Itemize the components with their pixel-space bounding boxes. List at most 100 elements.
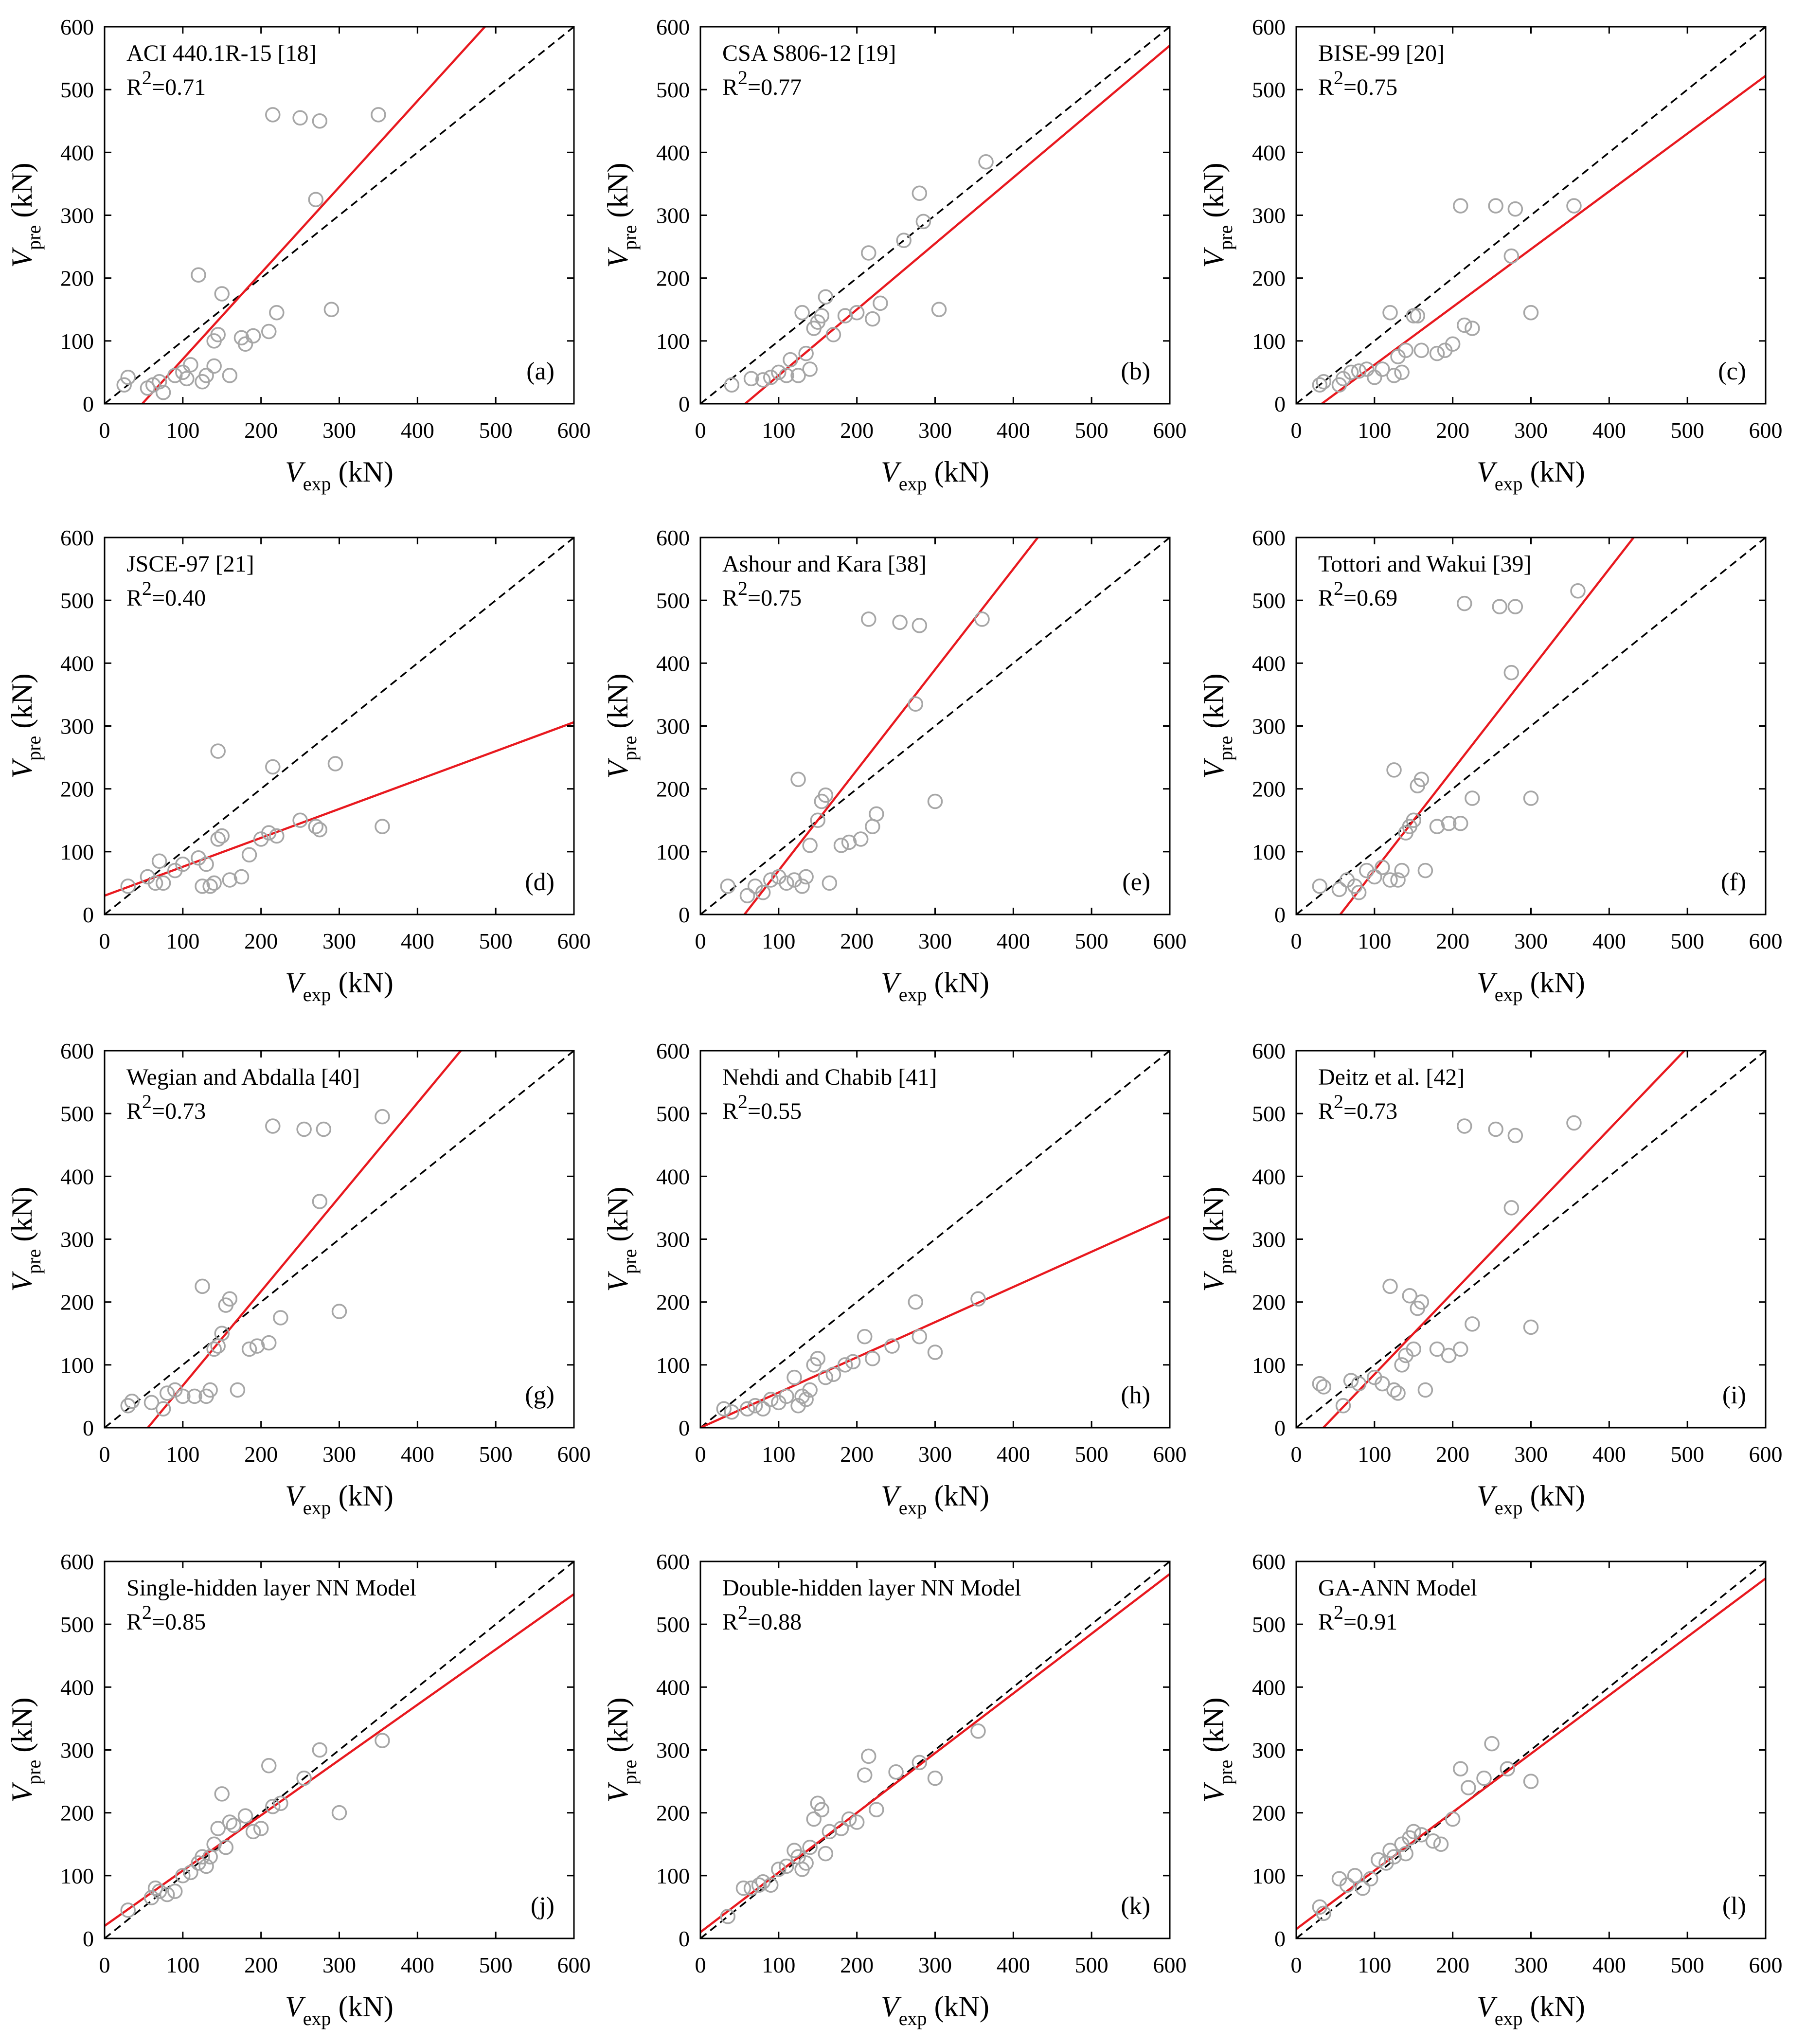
data-point [1445, 336, 1461, 352]
y-tick-label: 500 [656, 77, 690, 102]
x-tick-label: 0 [99, 1953, 110, 1977]
data-point [861, 245, 876, 261]
y-tick-label: 600 [60, 1039, 94, 1063]
y-axis-unit: (kN) [602, 1186, 634, 1249]
data-point [308, 192, 323, 207]
data-point [802, 1839, 818, 1855]
x-tick-label: 0 [99, 1442, 110, 1467]
y-axis-subscript: pre [1215, 225, 1236, 250]
chart-title: Single-hidden layer NN Model [126, 1575, 416, 1601]
x-tick-label: 0 [1291, 1442, 1302, 1467]
y-tick-label: 500 [60, 77, 94, 102]
x-axis-label: Vexp (kN) [881, 1480, 989, 1519]
x-axis-label: Vexp (kN) [1477, 1480, 1585, 1519]
y-tick-label: 600 [656, 1549, 690, 1574]
data-point [1523, 305, 1539, 321]
x-axis-unit: (kN) [1523, 1480, 1585, 1512]
y-tick-label: 100 [1252, 1353, 1286, 1378]
data-point [1375, 361, 1390, 377]
data-point [927, 793, 943, 809]
data-point [269, 828, 285, 844]
x-axis-variable: V [881, 1480, 902, 1512]
y-tick-label: 0 [679, 1416, 690, 1440]
data-point [198, 368, 214, 383]
chart-panel-k: 0 100 200 300 400 500 600 0 100 200 300 400 500 600 Do… [602, 1549, 1187, 2029]
data-point [312, 1742, 328, 1758]
data-point [853, 831, 869, 847]
x-tick-label: 300 [1514, 418, 1548, 443]
y-axis-variable: V [602, 758, 634, 779]
x-tick-label: 400 [1592, 418, 1626, 443]
data-point [261, 1758, 277, 1774]
r-squared-superscript: 2 [142, 1601, 152, 1623]
data-point [716, 1401, 732, 1416]
data-point [814, 1802, 830, 1817]
data-point [331, 1304, 347, 1319]
y-tick-label: 100 [60, 1353, 94, 1378]
data-point [1351, 1376, 1367, 1392]
data-point [237, 336, 253, 352]
y-tick-label: 500 [656, 588, 690, 613]
chart-panel-e: 0 100 200 300 400 500 600 0 100 200 300 400 500 600 As… [602, 525, 1187, 1005]
r-squared-symbol: R [1318, 1098, 1334, 1124]
data-point [1413, 342, 1430, 358]
data-point [1406, 308, 1421, 323]
data-point [771, 364, 787, 380]
x-tick-label: 100 [166, 418, 199, 443]
data-point [1570, 583, 1586, 599]
data-point [779, 875, 794, 891]
y-axis-subscript: pre [1215, 1249, 1236, 1274]
data-point [1413, 771, 1430, 788]
x-tick-label: 300 [322, 418, 356, 443]
y-tick-label: 400 [60, 1675, 94, 1700]
x-tick-label: 200 [840, 929, 874, 953]
data-point [195, 1849, 210, 1865]
data-point [261, 323, 277, 340]
y-axis-variable: V [1198, 1782, 1230, 1803]
y-tick-label: 0 [679, 1926, 690, 1951]
y-tick-label: 200 [60, 777, 94, 802]
data-point [1406, 1824, 1421, 1840]
r-squared-label: R2=0.75 [722, 577, 802, 611]
r-squared-value: =0.55 [748, 1098, 802, 1124]
data-point [810, 812, 825, 828]
r-squared-superscript: 2 [1334, 1601, 1343, 1623]
r-squared-superscript: 2 [142, 1091, 152, 1112]
chart-panel-b: 0 100 200 300 400 500 600 0 100 200 300 400 500 600 CS… [602, 15, 1187, 495]
r-squared-symbol: R [126, 1609, 142, 1635]
y-tick-label: 500 [60, 1101, 94, 1126]
y-axis-unit: (kN) [1198, 673, 1230, 735]
y-axis-subscript: pre [619, 1249, 641, 1274]
data-point [195, 1278, 210, 1294]
y-tick-label: 0 [83, 392, 94, 416]
data-point [1398, 1846, 1413, 1862]
r-squared-superscript: 2 [1334, 67, 1343, 89]
data-point [1465, 790, 1480, 806]
data-point [237, 1808, 253, 1824]
data-point [790, 368, 806, 383]
y-tick-label: 100 [656, 1864, 690, 1888]
y-tick-label: 600 [60, 525, 94, 550]
data-point [1371, 1852, 1386, 1868]
data-point [1503, 1200, 1520, 1216]
data-point [198, 856, 214, 872]
x-tick-label: 300 [918, 929, 952, 953]
x-tick-label: 0 [695, 1442, 706, 1467]
y-tick-label: 0 [83, 902, 94, 927]
y-axis-unit: (kN) [602, 673, 634, 735]
data-point [1347, 1868, 1363, 1883]
chart-panel-j: 0 100 200 300 400 500 600 0 100 200 300 400 500 600 Si… [6, 1549, 591, 2029]
data-point [1429, 819, 1445, 834]
data-point [292, 812, 308, 828]
r-squared-value: =0.85 [152, 1609, 206, 1635]
data-point [1457, 595, 1472, 611]
x-axis-subscript: exp [899, 473, 927, 495]
x-tick-label: 0 [99, 418, 110, 443]
data-point [1417, 1382, 1433, 1398]
data-point [802, 1382, 818, 1398]
x-tick-label: 300 [1514, 929, 1548, 953]
data-point [1425, 1833, 1441, 1849]
y-axis-label: Vpre (kN) [1198, 162, 1236, 268]
r-squared-superscript: 2 [738, 67, 748, 89]
